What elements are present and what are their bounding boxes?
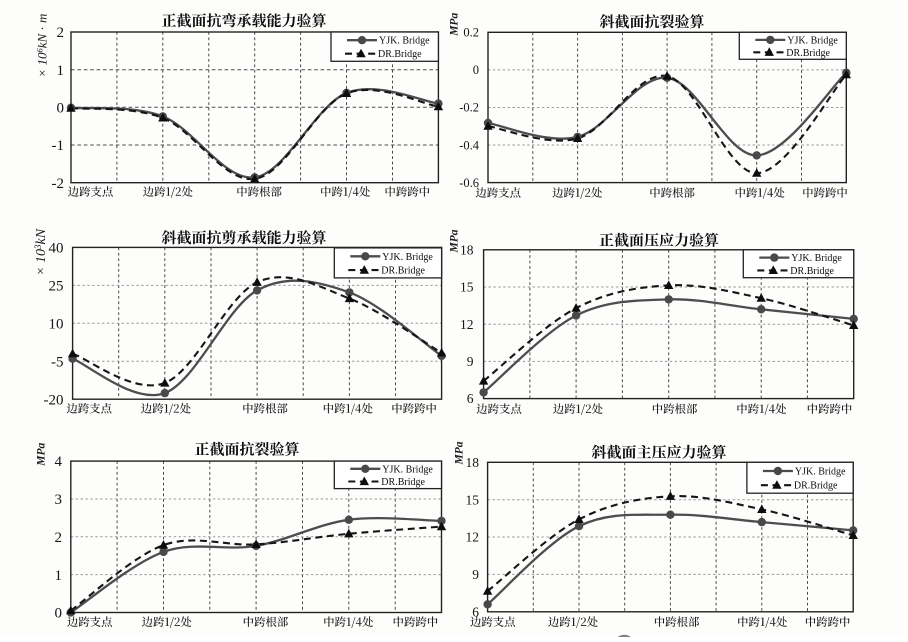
svg-text:0.2: 0.2 [463,26,479,40]
svg-text:× 103kN: × 103kN [33,228,49,276]
svg-text:DR.Bridge: DR.Bridge [790,266,834,277]
svg-text:12: 12 [466,530,480,545]
svg-text:18: 18 [466,455,480,470]
svg-text:DR.Bridge: DR.Bridge [378,49,422,60]
svg-text:YJK. Bridge: YJK. Bridge [787,35,838,46]
svg-text:DR.Bridge: DR.Bridge [381,477,425,488]
svg-text:18: 18 [460,242,474,257]
svg-text:-0.4: -0.4 [459,138,480,152]
svg-text:0: 0 [57,100,65,116]
svg-text:YJK. Bridge: YJK. Bridge [379,36,430,47]
svg-text:1: 1 [55,568,63,584]
svg-text:6: 6 [472,604,479,619]
svg-text:15: 15 [466,492,480,507]
svg-text:MPa: MPa [448,13,460,37]
svg-text:10: 10 [49,316,64,332]
svg-text:-20: -20 [44,392,64,408]
svg-text:× 106kN · m: × 106kN · m [35,14,50,78]
svg-text:DR.Bridge: DR.Bridge [381,266,425,277]
svg-text:15: 15 [460,280,474,295]
svg-text:25: 25 [49,279,64,295]
svg-text:YJK. Bridge: YJK. Bridge [382,464,433,475]
svg-text:YJK. Bridge: YJK. Bridge [795,467,846,478]
svg-text:12: 12 [460,317,474,332]
svg-text:6: 6 [467,391,474,406]
svg-text:DR.Bridge: DR.Bridge [794,481,838,492]
svg-text:-2: -2 [52,176,65,192]
svg-text:1: 1 [57,63,65,79]
svg-text:40: 40 [49,241,64,257]
svg-text:MPa: MPa [36,442,48,466]
svg-text:-0.2: -0.2 [459,101,479,115]
svg-text:-0.6: -0.6 [459,176,479,190]
svg-text:MPa: MPa [453,441,465,465]
svg-text:2: 2 [55,530,63,546]
svg-text:4: 4 [55,454,63,470]
svg-text:0: 0 [473,63,479,77]
svg-text:2: 2 [57,25,65,41]
svg-text:9: 9 [472,567,479,582]
svg-text:YJK. Bridge: YJK. Bridge [791,253,842,264]
svg-text:9: 9 [467,354,474,369]
svg-text:DR.Bridge: DR.Bridge [786,48,830,59]
svg-text:-5: -5 [51,354,64,370]
svg-text:0: 0 [55,606,63,622]
svg-text:-1: -1 [52,138,65,154]
svg-text:YJK. Bridge: YJK. Bridge [382,252,433,263]
svg-text:3: 3 [55,492,63,508]
svg-text:MPa: MPa [449,229,461,253]
